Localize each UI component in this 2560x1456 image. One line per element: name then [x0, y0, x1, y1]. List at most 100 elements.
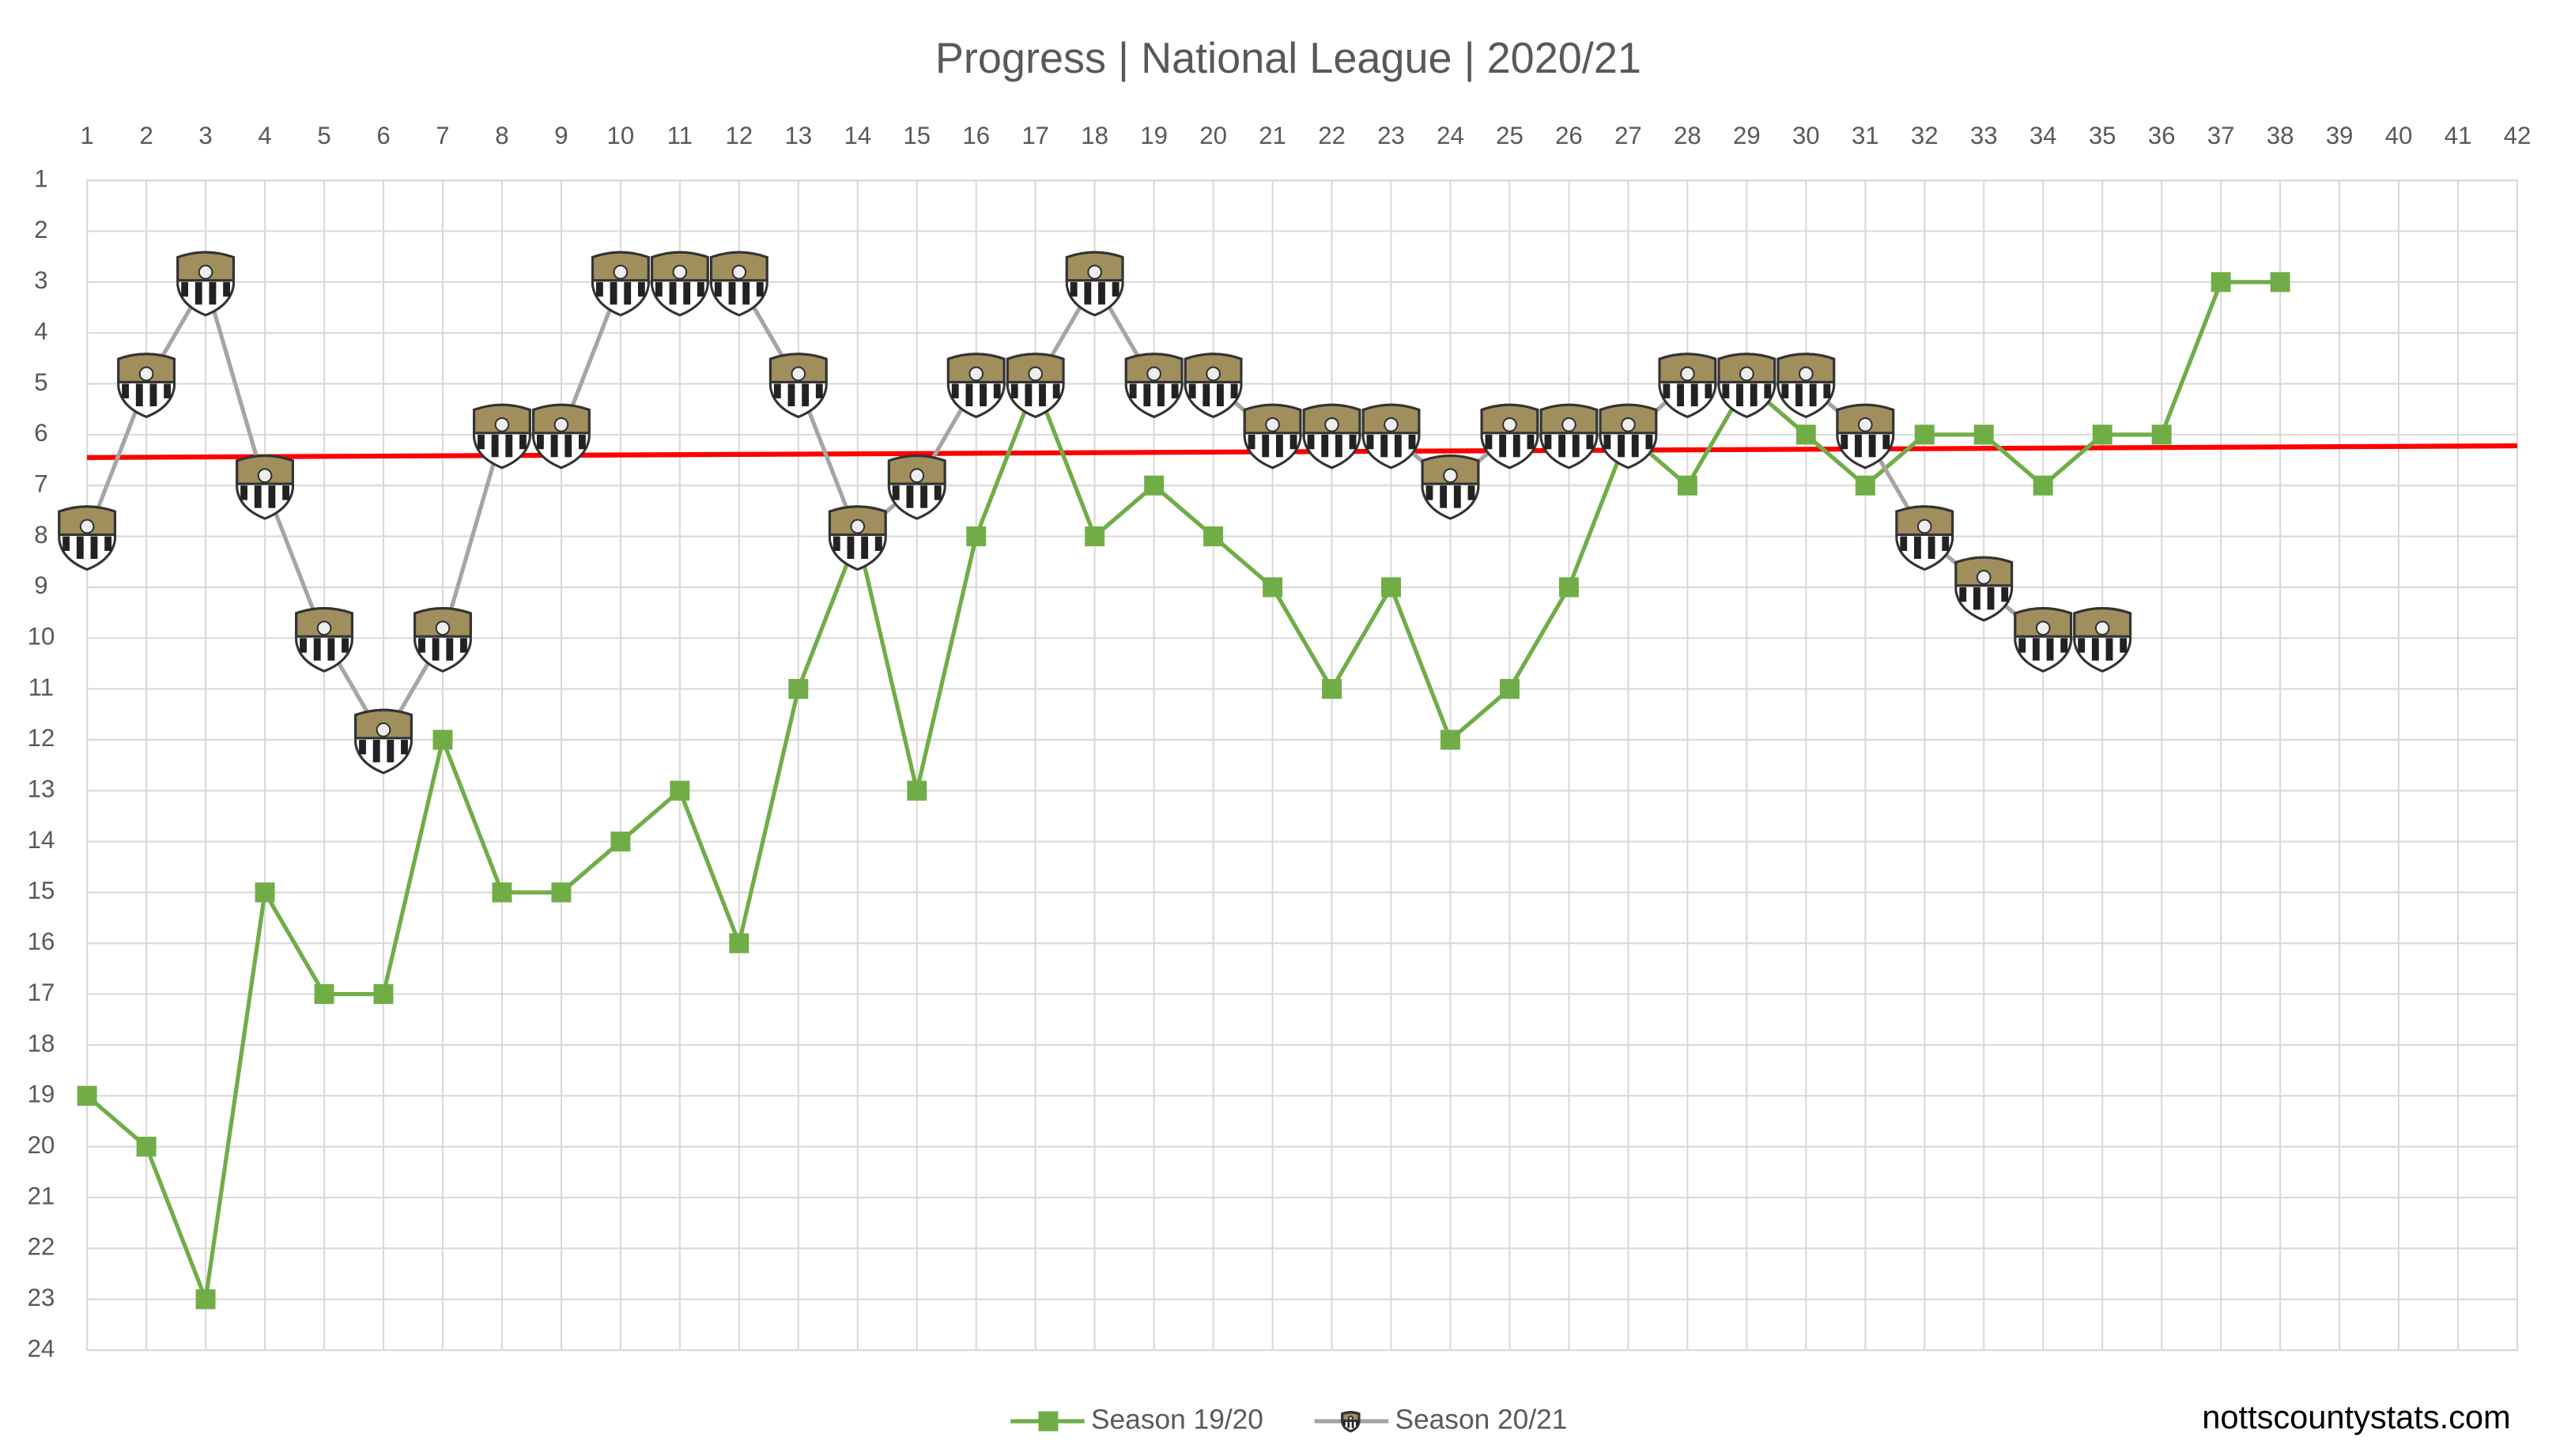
marker	[788, 679, 809, 700]
badge-stripe	[2032, 638, 2040, 661]
badge-stripe	[1351, 1421, 1354, 1428]
badge-stripe	[1764, 383, 1772, 398]
marker	[473, 403, 531, 470]
marker	[136, 1137, 157, 1157]
badge-stripe	[505, 434, 513, 458]
badge-stripe	[1098, 281, 1105, 305]
badge-stripe	[491, 434, 499, 458]
x-tick-label: 12	[726, 122, 753, 149]
badge-stripe	[1618, 434, 1625, 458]
badge-stripe	[1112, 281, 1120, 297]
badge-stripe	[1467, 485, 1475, 500]
badge-emblem	[1146, 366, 1161, 382]
badge-stripe	[194, 281, 202, 305]
badge-stripe	[1928, 536, 1935, 560]
marker	[907, 780, 927, 801]
badge-emblem	[1916, 519, 1932, 534]
badge-stripe	[1321, 434, 1329, 458]
y-tick-label: 23	[28, 1284, 55, 1311]
badge-emblem	[968, 366, 984, 382]
badge-stripe	[993, 383, 1001, 398]
badge-stripe	[579, 434, 586, 450]
marker	[768, 353, 828, 419]
y-tick-label: 16	[28, 927, 55, 955]
badge-stripe	[714, 281, 722, 297]
badge-emblem	[138, 366, 154, 382]
badge-emblem	[553, 417, 569, 432]
badge-stripe	[861, 536, 869, 560]
x-tick-label: 34	[2029, 122, 2057, 149]
y-tick-label: 21	[28, 1182, 55, 1209]
badge-emblem	[1265, 417, 1280, 432]
marker	[295, 607, 353, 673]
badge-stripe	[1512, 434, 1520, 458]
badge-stripe	[1882, 434, 1890, 450]
x-tick-label: 35	[2089, 122, 2116, 149]
badge-stripe	[1157, 383, 1165, 406]
badge-stripe	[1355, 1421, 1358, 1426]
marker	[1480, 403, 1539, 470]
marker	[946, 353, 1006, 419]
badge-emblem	[791, 366, 806, 382]
x-tick-label: 28	[1674, 122, 1701, 149]
y-tick-label: 5	[34, 368, 47, 396]
badge-stripe	[906, 485, 914, 508]
marker	[1263, 577, 1283, 598]
badge-emblem	[79, 519, 95, 534]
marker	[1658, 353, 1717, 419]
badge-stripe	[874, 536, 882, 551]
y-tick-label: 2	[34, 216, 47, 243]
chart-title: Progress | National League | 2020/21	[935, 35, 1641, 82]
y-tick-label: 13	[28, 775, 55, 802]
badge-stripe	[62, 536, 70, 551]
marker	[709, 251, 768, 317]
x-tick-label: 17	[1021, 122, 1049, 149]
badge-stripe	[1914, 536, 1921, 560]
y-tick-label: 15	[28, 877, 55, 904]
marker	[1499, 679, 1520, 700]
badge-emblem	[672, 264, 688, 280]
badge-stripe	[1380, 434, 1388, 458]
marker	[432, 730, 453, 750]
badge-stripe	[1603, 434, 1611, 450]
badge-stripe	[104, 536, 112, 551]
x-tick-label: 4	[258, 122, 271, 149]
badge-stripe	[1052, 383, 1060, 398]
marker	[1184, 353, 1243, 419]
badge-stripe	[1217, 383, 1224, 406]
marker	[1302, 403, 1361, 470]
marker	[591, 251, 650, 317]
badge-emblem	[316, 620, 332, 636]
badge-stripe	[1171, 383, 1179, 398]
badge-stripe	[1663, 383, 1671, 398]
legend-marker	[1038, 1411, 1059, 1431]
badge-stripe	[1335, 434, 1342, 458]
x-tick-label: 20	[1199, 122, 1227, 149]
badge-stripe	[2018, 638, 2026, 653]
badge-emblem	[1028, 366, 1044, 382]
marker	[1006, 353, 1065, 419]
marker	[1954, 556, 2014, 622]
badge-stripe	[1841, 434, 1848, 450]
badge-emblem	[2035, 620, 2051, 636]
marker	[1836, 403, 1895, 470]
badge-stripe	[135, 383, 143, 406]
marker	[670, 780, 690, 801]
badge-stripe	[773, 383, 781, 398]
y-tick-label: 24	[28, 1334, 55, 1362]
y-tick-label: 12	[28, 724, 55, 752]
badge-stripe	[2078, 638, 2086, 653]
x-tick-label: 9	[554, 122, 568, 149]
badge-emblem	[1621, 417, 1636, 432]
badge-stripe	[637, 281, 645, 297]
badge-emblem	[1739, 366, 1754, 382]
x-tick-label: 41	[2445, 122, 2472, 149]
marker	[1795, 424, 1816, 445]
watermark: nottscountystats.com	[2202, 1398, 2510, 1435]
badge-stripe	[254, 485, 262, 508]
x-tick-label: 6	[376, 122, 390, 149]
badge-stripe	[401, 739, 408, 755]
badge-stripe	[742, 281, 750, 305]
badge-emblem	[909, 468, 925, 484]
badge-stripe	[478, 434, 485, 450]
